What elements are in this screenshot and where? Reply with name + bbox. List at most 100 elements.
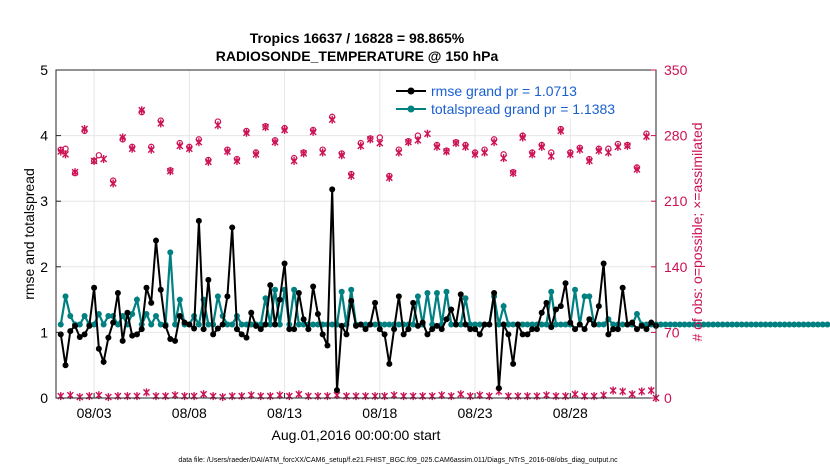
rmse-point [600,260,607,267]
obs-assimilated-point [576,145,584,154]
totalspread-point [476,321,483,328]
obs-near-zero-point [323,392,331,401]
totalspread-point [205,321,212,328]
totalspread-point [153,313,159,319]
rmse-point [310,283,317,290]
y-tick-label-left: 1 [40,324,48,340]
totalspread-point [100,321,107,328]
rmse-point [219,321,226,328]
chart-title: Tropics 16637 / 16828 = 98.865% [250,30,465,46]
obs-assimilated-point [328,115,336,124]
obs-near-zero-point [295,390,303,399]
obs-near-zero-point [514,392,522,401]
rmse-point [543,299,550,306]
y-tick-label-right: 0 [664,390,672,406]
totalspread-point [586,293,593,300]
rmse-point [319,331,326,338]
totalspread-point [548,288,555,295]
obs-assimilated-point [138,106,146,115]
obs-near-zero-point [123,392,131,401]
rmse-point [238,331,245,338]
obs-assimilated-point [442,147,450,156]
obs-assimilated-point [157,119,165,128]
rmse-point [581,326,588,333]
rmse-point [391,326,398,333]
totalspread-point [276,321,283,328]
rmse-point [610,326,617,333]
rmse-point [633,326,640,333]
rmse-point [419,319,426,326]
obs-near-zero-point [257,392,265,401]
totalspread-point [372,321,379,328]
obs-assimilated-point [385,173,393,182]
rmse-point [614,326,621,333]
rmse-point [410,299,417,306]
rmse-point [343,331,350,338]
obs-near-zero-point [57,392,65,401]
totalspread-point [429,321,436,328]
obs-near-zero-point [485,392,493,401]
obs-assimilated-point [62,150,70,159]
y-tick-label-right: 350 [664,62,688,78]
obs-assimilated-point [538,142,546,151]
rmse-point [157,286,164,293]
rmse-point [529,326,536,333]
rmse-point [243,334,250,341]
totalspread-point [291,286,298,293]
rmse-point [567,319,574,326]
totalspread-point [819,321,826,328]
rmse-point [510,360,517,367]
rmse-point [467,326,474,333]
totalspread-point [795,321,802,328]
totalspread-point [700,321,707,328]
obs-assimilated-point [547,152,555,161]
obs-assimilated-point [262,123,270,132]
totalspread-point [762,321,769,328]
totalspread-point [433,290,440,297]
y-tick-label-left: 3 [40,193,48,209]
rmse-point [148,299,155,306]
obs-assimilated-point [566,150,574,159]
rmse-point [110,319,117,326]
rmse-point [295,290,302,297]
obs-assimilated-point [57,147,65,156]
obs-near-zero-point [371,392,379,401]
totalspread-point [495,321,502,328]
totalspread-point [272,286,279,293]
rmse-point [648,319,655,326]
totalspread-point [310,321,317,328]
obs-assimilated-point [128,144,136,153]
obs-assimilated-point [528,150,536,159]
obs-assimilated-point [376,139,384,148]
obs-assimilated-point [319,148,327,157]
totalspread-point [462,295,469,302]
rmse-point [486,321,493,328]
totalspread-point [414,293,421,300]
rmse-point [257,326,264,333]
obs-assimilated-point [623,141,631,150]
rmse-point [119,337,126,344]
obs-assimilated-point [633,165,641,174]
totalspread-point [295,321,302,328]
obs-assimilated-point [290,156,298,165]
obs-assimilated-point [176,141,184,150]
rmse-point [433,322,440,329]
legend: rmse grand pr = 1.0713 totalspread grand… [392,80,654,118]
y-tick-label-right: 210 [664,193,688,209]
rmse-point [210,331,217,338]
rmse-point [181,319,188,326]
obs-near-zero-point [228,392,236,401]
totalspread-point [791,321,798,328]
rmse-point [395,293,402,300]
totalspread-point [581,293,588,300]
obs-assimilated-point [195,138,203,147]
rmse-point [262,321,269,328]
rmse-point [443,316,450,323]
rmse-point [638,322,645,329]
obs-near-zero-point [428,392,436,401]
tick-layer: 0 1 2 3 4 5 0 70 140 210 280 350 08/03 08/08 08/13 08/1… [40,62,687,421]
rmse-point [514,321,521,328]
totalspread-point [448,321,455,328]
rmse-point [105,334,112,341]
obs-near-zero-point [190,392,198,401]
